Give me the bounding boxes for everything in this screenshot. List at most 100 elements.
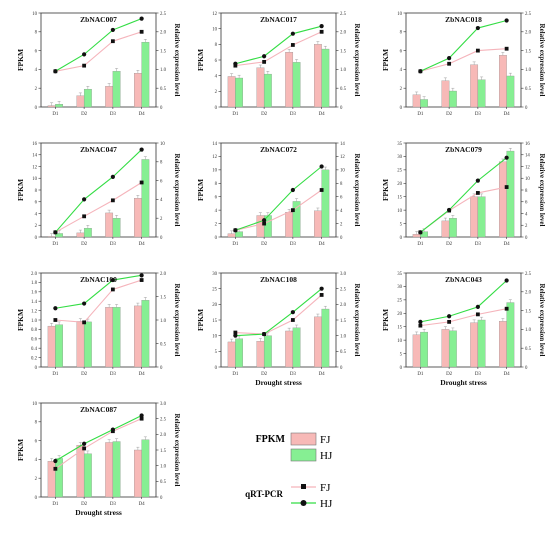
series-marker (110, 287, 115, 292)
x-tick-label: D1 (52, 502, 59, 507)
series-line (235, 189, 322, 231)
bar (134, 305, 142, 368)
series-marker (82, 301, 87, 306)
bar (105, 212, 114, 238)
legend-fpkm-label: FPKM (256, 434, 286, 445)
y-tick-label: 10 (397, 12, 402, 17)
y-tick-label: 14 (212, 142, 217, 147)
y-axis-label: FPKM (381, 309, 390, 331)
y-tick-label: 1.6 (31, 291, 38, 296)
x-tick-label: D1 (232, 112, 239, 117)
x-tick-label: D1 (417, 372, 424, 377)
y-tick-label: 30 (397, 285, 402, 290)
x-tick-label: D2 (446, 242, 453, 247)
series-marker (139, 29, 144, 34)
bar (105, 307, 114, 368)
x-tick-label: D2 (81, 372, 88, 377)
bar (448, 90, 457, 108)
bar (470, 64, 479, 108)
y2-tick-label: 0 (525, 236, 528, 241)
y-tick-label: 8 (215, 182, 218, 187)
bar (47, 461, 56, 498)
y2-tick-label: 4 (340, 209, 343, 214)
chart-panel: 0 5 10 15 20 25 30 35 0 0.5 1.0 1.5 2.0 2.5 D1 D2 D3 D4 Zb… (381, 272, 546, 387)
chart-title: ZbNAC007 (80, 15, 117, 24)
y-tick-label: 2 (35, 224, 38, 229)
series-marker (110, 277, 115, 283)
bar (227, 233, 236, 238)
x-tick-label: D2 (261, 372, 268, 377)
chart-title: ZbNAC043 (445, 275, 482, 284)
bar (105, 442, 114, 498)
y2-tick-label: 8 (160, 161, 163, 166)
bar (499, 161, 507, 238)
y-axis-label: FPKM (381, 179, 390, 201)
y2-axis-label: Relative expression level (538, 284, 546, 357)
series-line (420, 157, 507, 233)
y2-tick-label: 1.0 (160, 68, 167, 73)
chart-panel: 0 2 4 6 8 10 0 0.5 1.0 1.5 2.0 2.5 D1 D2 D3 D4 ZbNAC018 F… (381, 12, 546, 117)
series-line (55, 415, 142, 462)
y2-tick-label: 0 (340, 366, 343, 371)
y-tick-label: 1.4 (31, 300, 38, 305)
series-marker (139, 416, 144, 421)
bar (292, 201, 301, 238)
y-tick-label: 10 (212, 27, 217, 32)
series-marker (262, 54, 267, 59)
y-tick-label: 4 (215, 209, 218, 214)
series-marker (233, 61, 238, 66)
x-tick-label: D3 (110, 112, 117, 117)
y2-tick-label: 0.5 (340, 87, 347, 92)
y2-tick-label: 1.5 (340, 49, 347, 54)
x-tick-label: D2 (81, 502, 88, 507)
y2-tick-label: 1.5 (160, 449, 167, 454)
series-marker (110, 198, 115, 203)
series-marker (290, 43, 295, 47)
legend-fj-bar-swatch (290, 432, 317, 446)
series-marker (290, 318, 295, 322)
series-marker (504, 306, 509, 311)
series-marker (319, 293, 324, 297)
x-tick-label: D3 (290, 242, 297, 247)
y-tick-label: 2.0 (31, 272, 38, 277)
bar (112, 71, 121, 108)
y2-tick-label: 10 (525, 177, 530, 182)
chart-title: ZbNAC017 (260, 15, 297, 24)
bar (134, 73, 142, 108)
y-axis-label: FPKM (196, 179, 205, 201)
bar (76, 321, 85, 368)
series-marker (110, 39, 115, 44)
bar (112, 441, 121, 498)
y-tick-label: 8 (35, 31, 38, 36)
series-marker (504, 46, 509, 51)
series-marker (233, 333, 238, 338)
chart-title: ZbNAC087 (80, 405, 117, 414)
series-line (235, 294, 322, 335)
series-marker (139, 180, 144, 185)
y-tick-label: 20 (397, 182, 402, 187)
y2-tick-label: 1.5 (160, 49, 167, 54)
series-marker (475, 48, 480, 53)
x-tick-label: D1 (52, 372, 59, 377)
x-tick-label: D2 (81, 112, 88, 117)
x-tick-label: D4 (139, 502, 146, 507)
series-line (55, 274, 142, 309)
series-marker (418, 230, 423, 235)
y-tick-label: 6 (215, 196, 218, 201)
bar (256, 341, 265, 368)
series-marker (447, 319, 452, 324)
x-tick-label: D1 (52, 242, 59, 247)
bar (412, 334, 421, 368)
y2-tick-label: 0.5 (160, 480, 167, 485)
bar (227, 76, 236, 108)
y2-tick-label: 6 (525, 201, 528, 206)
y2-tick-label: 2.5 (340, 287, 347, 292)
series-line (55, 418, 142, 470)
series-marker (319, 188, 324, 192)
x-tick-label: D2 (446, 112, 453, 117)
y2-tick-label: 4 (525, 212, 528, 217)
x-tick-label: D4 (319, 112, 326, 117)
y2-tick-label: 2.5 (160, 12, 167, 17)
y2-tick-label: 2.0 (340, 303, 347, 308)
